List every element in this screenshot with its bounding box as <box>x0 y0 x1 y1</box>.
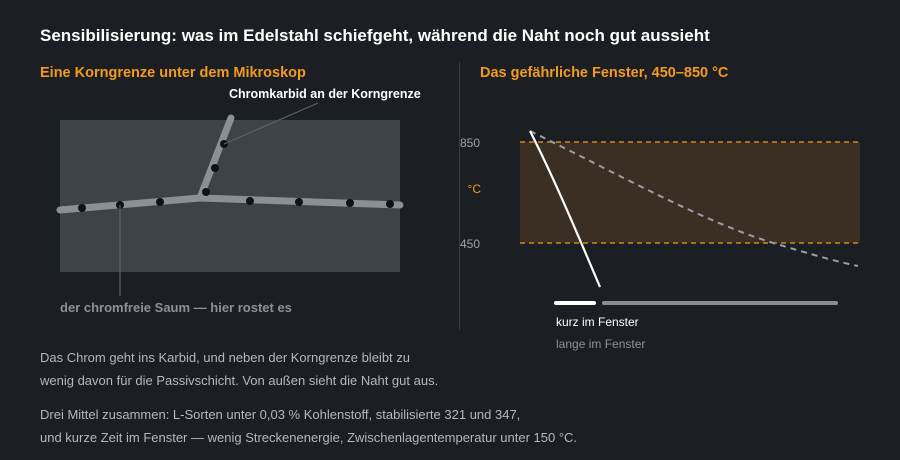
carbide-dot <box>386 200 394 208</box>
carbide-leader-line <box>223 102 319 145</box>
explanation-paragraph: Das Chrom geht ins Karbid, und neben der… <box>40 346 470 392</box>
grain-boundary-branch <box>196 114 235 202</box>
carbide-dot <box>211 164 219 172</box>
carbide-dot <box>78 204 86 212</box>
axis-unit-label: °C <box>468 182 482 196</box>
carbide-dot <box>295 198 303 206</box>
carbide-dot <box>202 188 210 196</box>
right-panel-heading: Das gefährliche Fenster, 450–850 °C <box>480 65 729 81</box>
legend-short-label: kurz im Fenster <box>556 315 639 329</box>
tick-label-850: 850 <box>460 136 480 150</box>
carbide-label: Chromkarbid an der Korngrenze <box>229 87 421 101</box>
series-short-line <box>529 130 602 288</box>
legend-long-label: lange im Fenster <box>556 337 645 351</box>
page-title: Sensibilisierung: was im Edelstahl schie… <box>40 26 710 45</box>
remedies-paragraph: Drei Mittel zusammen: L-Sorten unter 0,0… <box>40 403 680 449</box>
carbide-dot <box>156 198 164 206</box>
paragraph-line: und kurze Zeit im Fenster — wenig Streck… <box>40 430 578 445</box>
depleted-zone-label: der chromfreie Saum — hier rostet es <box>60 300 292 315</box>
left-panel-heading: Eine Korngrenze unter dem Mikroskop <box>40 65 306 81</box>
series-long-line <box>529 130 859 267</box>
paragraph-line: wenig davon für die Passivschicht. Von a… <box>40 373 439 388</box>
paragraph-line: Das Chrom geht ins Karbid, und neben der… <box>40 350 410 365</box>
paragraph-line: Drei Mittel zusammen: L-Sorten unter 0,0… <box>40 407 521 422</box>
danger-band <box>520 142 860 243</box>
carbide-dot <box>246 197 254 205</box>
panel-divider <box>459 62 460 330</box>
tick-label-450: 450 <box>460 237 480 251</box>
carbide-dot <box>346 199 354 207</box>
